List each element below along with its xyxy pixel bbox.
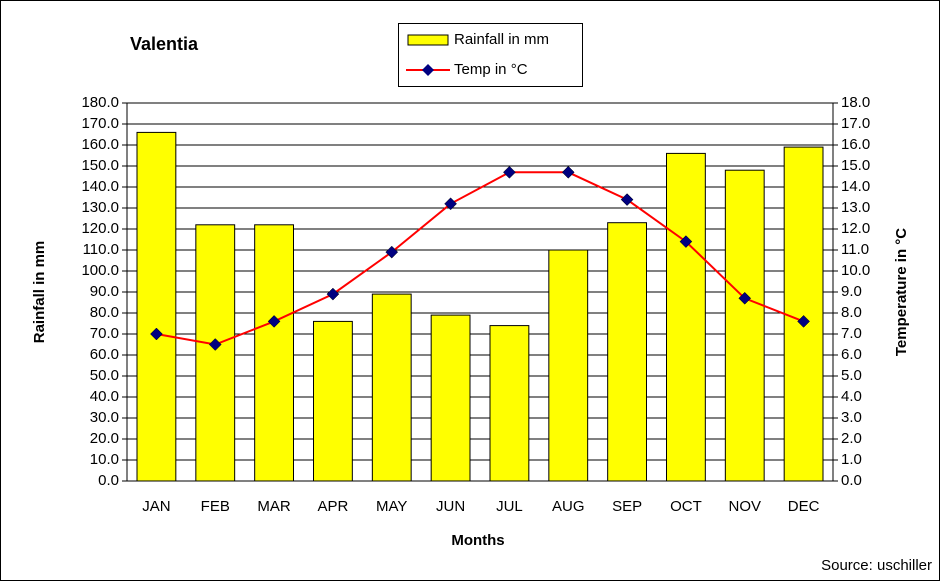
marker bbox=[444, 197, 457, 211]
marker bbox=[385, 245, 399, 259]
bar bbox=[371, 293, 412, 482]
y-tick-label: 40.0 bbox=[90, 388, 119, 405]
y2-tick-label: 17.0 bbox=[841, 115, 870, 132]
y2-tick-label: 10.0 bbox=[841, 262, 870, 279]
y2-tick-label: 15.0 bbox=[841, 157, 870, 174]
y2-tick-label: 11.0 bbox=[841, 241, 869, 258]
legend-label: Rainfall in mm bbox=[454, 31, 549, 48]
y-tick-label: 140.0 bbox=[81, 178, 119, 195]
x-tick-label: JUN bbox=[436, 498, 465, 515]
y-tick-label: 160.0 bbox=[81, 136, 119, 153]
marker bbox=[150, 327, 163, 341]
bar bbox=[489, 325, 530, 482]
y2-tick-label: 5.0 bbox=[841, 367, 862, 384]
bar bbox=[136, 131, 177, 482]
y-tick-label: 70.0 bbox=[90, 325, 119, 342]
y-tick-label: 50.0 bbox=[90, 367, 119, 384]
legend bbox=[398, 23, 583, 87]
y-tick-label: 150.0 bbox=[81, 157, 119, 174]
y-tick-label: 100.0 bbox=[81, 262, 119, 279]
y2-tick-label: 12.0 bbox=[841, 220, 870, 237]
y-tick-label: 110.0 bbox=[83, 241, 119, 258]
legend-marker bbox=[422, 64, 434, 76]
y-tick-label: 30.0 bbox=[90, 409, 119, 426]
x-tick-label: SEP bbox=[612, 498, 642, 515]
y2-tick-label: 8.0 bbox=[841, 304, 862, 321]
y-tick-label: 90.0 bbox=[90, 283, 119, 300]
y2-tick-label: 14.0 bbox=[841, 178, 870, 195]
marker bbox=[738, 291, 752, 305]
x-tick-label: OCT bbox=[670, 498, 702, 515]
marker bbox=[503, 165, 516, 179]
bar bbox=[430, 314, 471, 482]
y2-tick-label: 13.0 bbox=[841, 199, 870, 216]
y-tick-label: 0.0 bbox=[98, 472, 119, 489]
x-tick-label: AUG bbox=[552, 498, 585, 515]
marker bbox=[797, 315, 810, 328]
bar bbox=[548, 249, 589, 482]
marker bbox=[561, 165, 575, 179]
y-tick-label: 180.0 bbox=[81, 94, 119, 111]
marker bbox=[267, 315, 281, 328]
x-tick-label: NOV bbox=[728, 498, 761, 515]
y2-tick-label: 16.0 bbox=[841, 136, 870, 153]
bar bbox=[666, 152, 706, 482]
y2-tick-label: 2.0 bbox=[841, 430, 862, 447]
y2-tick-label: 6.0 bbox=[841, 346, 862, 363]
marker bbox=[679, 235, 693, 248]
source-note: Source: uschiller bbox=[821, 557, 932, 574]
y2-axis-label: Temperature in °C bbox=[893, 228, 910, 356]
y2-tick-label: 18.0 bbox=[841, 94, 870, 111]
y-tick-label: 130.0 bbox=[81, 199, 119, 216]
marker bbox=[326, 287, 340, 301]
line bbox=[156, 171, 804, 346]
y2-tick-label: 3.0 bbox=[841, 409, 862, 426]
x-tick-label: FEB bbox=[201, 498, 230, 515]
x-axis-label: Months bbox=[451, 532, 504, 549]
y-tick-label: 80.0 bbox=[90, 304, 119, 321]
y-axis-label: Rainfall in mm bbox=[31, 241, 48, 344]
bar bbox=[783, 146, 824, 482]
y2-tick-label: 0.0 bbox=[841, 472, 862, 489]
y-tick-label: 170.0 bbox=[81, 115, 119, 132]
marker bbox=[208, 338, 222, 351]
bar bbox=[254, 224, 294, 482]
x-tick-label: JUL bbox=[496, 498, 523, 515]
marker bbox=[620, 193, 634, 206]
x-tick-label: APR bbox=[317, 498, 348, 515]
y2-tick-label: 7.0 bbox=[841, 325, 862, 342]
y2-tick-label: 9.0 bbox=[841, 283, 862, 300]
legend-swatch bbox=[407, 34, 449, 46]
y-tick-label: 20.0 bbox=[90, 430, 119, 447]
y-tick-label: 10.0 bbox=[90, 451, 119, 468]
y-tick-label: 60.0 bbox=[90, 346, 119, 363]
x-tick-label: MAY bbox=[376, 498, 407, 515]
x-tick-label: JAN bbox=[142, 498, 170, 515]
legend-label: Temp in °C bbox=[454, 61, 528, 78]
bar bbox=[724, 169, 765, 482]
y2-tick-label: 1.0 bbox=[841, 451, 862, 468]
bar bbox=[313, 320, 353, 482]
x-tick-label: DEC bbox=[788, 498, 820, 515]
bar bbox=[607, 222, 647, 482]
chart-title: Valentia bbox=[130, 34, 199, 54]
plot-area bbox=[126, 102, 834, 482]
bar bbox=[195, 224, 236, 482]
x-tick-label: MAR bbox=[257, 498, 291, 515]
y2-tick-label: 4.0 bbox=[841, 388, 862, 405]
y-tick-label: 120.0 bbox=[81, 220, 119, 237]
